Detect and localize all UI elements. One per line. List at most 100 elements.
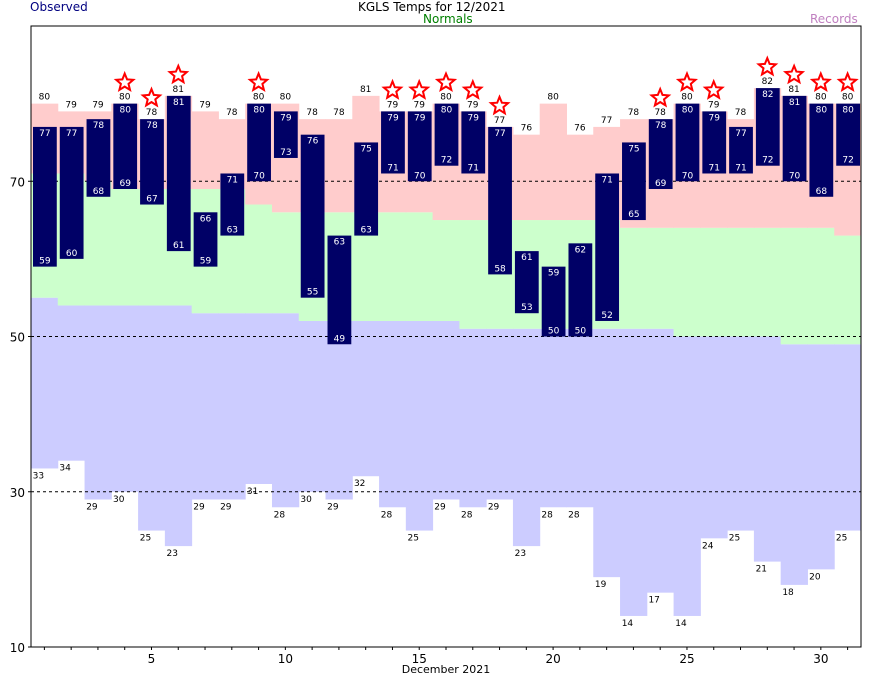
y-tick-label: 30: [10, 486, 25, 500]
observed-bar: [33, 126, 57, 267]
record-high-label: 78: [306, 108, 318, 118]
record-low-band: [620, 328, 648, 616]
observed-low-label: 70: [253, 171, 265, 181]
record-high-label: 80: [842, 93, 854, 103]
record-low-band: [31, 297, 59, 469]
record-star-icon: [167, 63, 190, 85]
record-low-band: [512, 328, 541, 547]
observed-high-label: 80: [119, 106, 131, 116]
observed-high-label: 77: [735, 129, 746, 139]
record-star-icon: [756, 55, 779, 77]
observed-bar: [59, 126, 84, 259]
record-high-label: 78: [628, 108, 640, 118]
observed-high-label: 79: [280, 113, 292, 123]
observed-high-label: 62: [575, 245, 586, 255]
record-high-label: 79: [92, 100, 104, 110]
x-tick-label: 30: [813, 652, 828, 666]
record-low-label: 30: [300, 495, 312, 505]
record-low-band: [298, 320, 327, 492]
observed-low-label: 72: [842, 156, 853, 166]
observed-high-label: 80: [816, 106, 828, 116]
observed-bar: [461, 111, 486, 174]
observed-bar: [113, 103, 138, 190]
observed-bar: [488, 126, 512, 275]
record-low-label: 28: [461, 510, 473, 520]
observed-low-label: 59: [200, 257, 212, 267]
observed-bar: [836, 103, 860, 166]
record-star-icon: [434, 70, 458, 93]
observed-high-label: 76: [307, 137, 319, 147]
record-low-label: 19: [595, 580, 607, 590]
observed-bar: [622, 142, 646, 221]
record-high-label: 78: [333, 108, 345, 118]
observed-high-label: 81: [173, 98, 184, 108]
record-low-band: [218, 313, 246, 500]
record-high-label: 80: [253, 93, 265, 103]
observed-bar: [702, 111, 727, 174]
observed-low-label: 71: [468, 163, 479, 173]
y-tick-label: 50: [10, 331, 25, 345]
record-high-label: 80: [440, 93, 452, 103]
record-high-label: 79: [413, 100, 425, 110]
record-high-label: 78: [654, 108, 666, 118]
normal-range-band: [432, 220, 460, 321]
observed-low-label: 58: [494, 264, 506, 274]
observed-low-label: 60: [66, 249, 78, 259]
observed-low-label: 63: [227, 226, 238, 236]
record-high-label: 76: [521, 124, 533, 134]
legend-normals: Normals: [423, 12, 473, 26]
record-low-band: [673, 336, 701, 616]
observed-low-label: 69: [119, 179, 131, 189]
observed-high-label: 80: [253, 106, 265, 116]
record-star-icon: [113, 70, 136, 93]
normal-range-band: [807, 227, 835, 345]
observed-bar: [755, 88, 780, 166]
observed-low-label: 73: [280, 148, 291, 158]
observed-high-label: 79: [387, 113, 399, 123]
record-low-label: 25: [407, 534, 418, 544]
record-low-band: [486, 328, 514, 500]
record-low-band: [191, 313, 219, 500]
record-low-band: [352, 320, 380, 477]
x-tick-label: 15: [412, 652, 427, 666]
record-low-band: [57, 305, 86, 461]
observed-bar: [434, 103, 459, 166]
observed-low-label: 71: [735, 163, 746, 173]
record-star-icon: [782, 63, 806, 85]
observed-low-label: 69: [655, 179, 667, 189]
record-high-label: 81: [173, 85, 184, 95]
normal-range-band: [379, 212, 407, 321]
normal-range-band: [245, 204, 273, 314]
record-low-band: [727, 336, 755, 531]
observed-bar: [220, 173, 245, 236]
record-low-label: 28: [541, 510, 553, 520]
observed-high-label: 61: [521, 253, 532, 263]
record-low-label: 32: [354, 479, 365, 489]
record-low-label: 29: [220, 503, 232, 513]
observed-bar: [273, 111, 298, 158]
record-high-label: 80: [119, 93, 131, 103]
observed-bar: [381, 111, 405, 174]
observed-bar: [782, 95, 807, 182]
observed-high-label: 75: [628, 144, 639, 154]
record-high-label: 81: [360, 85, 371, 95]
observed-bar: [166, 95, 191, 252]
record-high-label: 78: [735, 108, 747, 118]
record-low-label: 25: [140, 534, 151, 544]
record-high-label: 80: [280, 93, 292, 103]
record-low-label: 23: [167, 549, 178, 559]
observed-bar: [541, 266, 566, 337]
observed-bar: [354, 142, 379, 236]
record-high-label: 77: [494, 116, 505, 126]
observed-high-label: 80: [842, 106, 854, 116]
observed-high-label: 79: [414, 113, 426, 123]
record-high-label: 79: [708, 100, 720, 110]
record-low-band: [432, 320, 460, 500]
record-high-band: [539, 103, 567, 221]
observed-high-label: 81: [789, 98, 800, 108]
record-low-band: [593, 328, 621, 578]
record-low-band: [459, 328, 487, 508]
observed-low-label: 71: [709, 163, 720, 173]
record-low-label: 21: [756, 565, 767, 575]
